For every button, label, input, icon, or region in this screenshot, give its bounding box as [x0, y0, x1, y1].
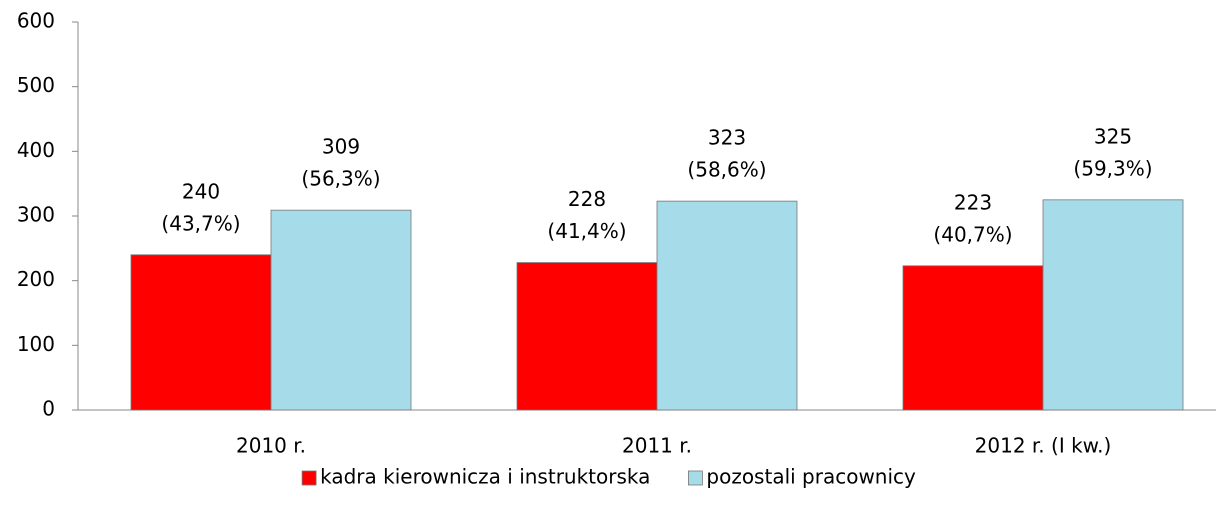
bar — [130, 254, 272, 411]
y-tick-label: 400 — [17, 138, 55, 162]
value-label: (58,6%) — [687, 158, 766, 182]
value-label: (41,4%) — [547, 219, 626, 243]
value-label: 323 — [708, 126, 746, 150]
legend-swatch — [687, 470, 703, 486]
bar — [516, 262, 658, 411]
value-label: 223 — [954, 190, 992, 214]
y-tick-label: 200 — [17, 267, 55, 291]
x-tick-label: 2012 r. (I kw.) — [975, 434, 1112, 458]
bar — [656, 200, 798, 411]
value-label: 228 — [568, 187, 606, 211]
y-tick-label: 0 — [42, 397, 55, 421]
x-tick-label: 2011 r. — [622, 434, 692, 458]
legend-label: kadra kierownicza i instruktorska — [320, 465, 650, 489]
legend-label: pozostali pracownicy — [706, 465, 916, 489]
value-label: (56,3%) — [301, 167, 380, 191]
value-label: 309 — [322, 135, 360, 159]
legend-swatch — [301, 470, 317, 486]
y-tick-label: 100 — [17, 332, 55, 356]
value-label: (59,3%) — [1073, 156, 1152, 180]
value-label: (43,7%) — [161, 211, 240, 235]
value-label: 240 — [182, 179, 220, 203]
bar — [1042, 199, 1184, 411]
bar — [902, 265, 1044, 411]
value-label: (40,7%) — [933, 222, 1012, 246]
y-tick-label: 500 — [17, 73, 55, 97]
x-tick-label: 2010 r. — [236, 434, 306, 458]
bar — [270, 209, 412, 411]
y-tick-label: 600 — [17, 9, 55, 33]
value-label: 325 — [1094, 124, 1132, 148]
y-tick-label: 300 — [17, 203, 55, 227]
